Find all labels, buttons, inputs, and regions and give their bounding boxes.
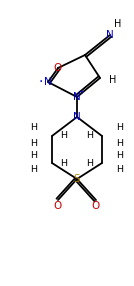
Text: +: + (78, 89, 84, 95)
Text: H: H (116, 138, 124, 148)
Text: N: N (44, 77, 52, 87)
Text: N: N (106, 30, 114, 40)
Text: H: H (87, 158, 94, 168)
Text: H: H (31, 150, 38, 160)
Text: H: H (116, 150, 124, 160)
Text: N: N (73, 112, 81, 122)
Text: S: S (74, 174, 80, 184)
Text: H: H (60, 158, 68, 168)
Text: H: H (116, 124, 124, 132)
Text: O: O (54, 63, 62, 73)
Text: ·: · (39, 75, 43, 89)
Text: H: H (87, 132, 94, 140)
Text: H: H (31, 166, 38, 174)
Text: H: H (31, 138, 38, 148)
Text: H: H (114, 19, 122, 29)
Text: N: N (73, 92, 81, 102)
Text: H: H (116, 166, 124, 174)
Text: H: H (60, 132, 68, 140)
Text: H: H (109, 75, 117, 85)
Text: H: H (31, 124, 38, 132)
Text: O: O (92, 201, 100, 211)
Text: O: O (54, 201, 62, 211)
